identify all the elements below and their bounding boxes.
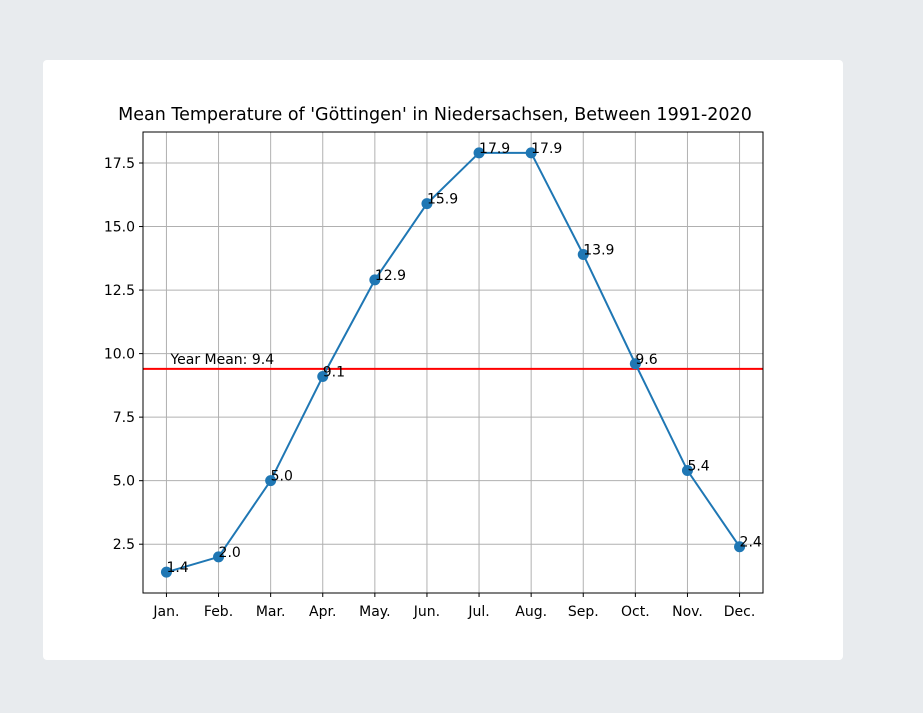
data-label: 17.9: [531, 141, 562, 157]
data-label: 1.4: [166, 560, 188, 576]
temperature-line-chart: Mean Temperature of 'Göttingen' in Niede…: [104, 105, 764, 620]
data-label: 17.9: [479, 141, 510, 157]
plot-frame: [142, 131, 764, 594]
chart-card: Mean Temperature of 'Göttingen' in Niede…: [43, 60, 843, 660]
x-tick-label: Nov.: [672, 604, 703, 620]
data-point: [213, 551, 225, 563]
y-tick-label: 5.0: [113, 474, 135, 490]
data-points: [160, 147, 746, 578]
x-tick-label: Jul.: [467, 604, 489, 620]
x-tick-label: Apr.: [309, 604, 336, 620]
data-point: [734, 541, 746, 553]
x-tick-label: Jun.: [413, 604, 440, 620]
data-point: [160, 566, 172, 578]
year-mean-line: Year Mean: 9.4: [143, 352, 763, 370]
x-tick-label: Sep.: [568, 604, 599, 620]
data-label: 5.0: [271, 469, 293, 485]
data-label: 9.1: [323, 364, 345, 380]
y-tick-label: 10.0: [104, 347, 135, 363]
y-tick-label: 17.5: [104, 156, 135, 172]
data-point: [629, 358, 641, 370]
y-axis-ticks: 2.5 5.0 7.5 10.0 12.5 15.0 17.5: [104, 156, 143, 553]
data-point: [577, 248, 589, 260]
data-point: [317, 370, 329, 382]
x-tick-label: Feb.: [204, 604, 233, 620]
y-tick-label: 2.5: [113, 537, 135, 553]
data-point: [525, 147, 537, 159]
data-label: 9.6: [635, 352, 657, 368]
data-point: [369, 274, 381, 286]
y-tick-label: 7.5: [113, 410, 135, 426]
y-tick-label: 15.0: [104, 220, 135, 236]
x-tick-label: Mar.: [256, 604, 286, 620]
data-label: 12.9: [375, 268, 406, 284]
data-label: 15.9: [427, 192, 458, 208]
x-tick-label: Aug.: [515, 604, 547, 620]
y-tick-label: 12.5: [104, 283, 135, 299]
data-point: [265, 475, 277, 487]
x-tick-label: Jan.: [152, 604, 179, 620]
data-point: [473, 147, 485, 159]
series-line: [166, 151, 741, 574]
x-tick-label: May.: [359, 604, 390, 620]
data-labels: 1.4 2.0 5.0 9.1 12.9 15.9 17.9 17.9 13.9 9.6 5.4 2.…: [166, 141, 761, 576]
chart-title: Mean Temperature of 'Göttingen' in Niede…: [118, 105, 752, 125]
reference-line-label: Year Mean: 9.4: [169, 352, 274, 368]
x-tick-label: Oct.: [621, 604, 650, 620]
x-axis-ticks: Jan. Feb. Mar. Apr. May. Jun. Jul. Aug. Sep. Oct.…: [152, 593, 755, 620]
data-label: 13.9: [583, 242, 614, 258]
series-line-path: [166, 151, 741, 574]
data-label: 2.4: [740, 535, 762, 551]
data-label: 5.4: [687, 459, 709, 475]
x-tick-label: Dec.: [724, 604, 756, 620]
data-label: 2.0: [219, 545, 241, 561]
data-point: [421, 198, 433, 210]
data-point: [681, 465, 693, 477]
